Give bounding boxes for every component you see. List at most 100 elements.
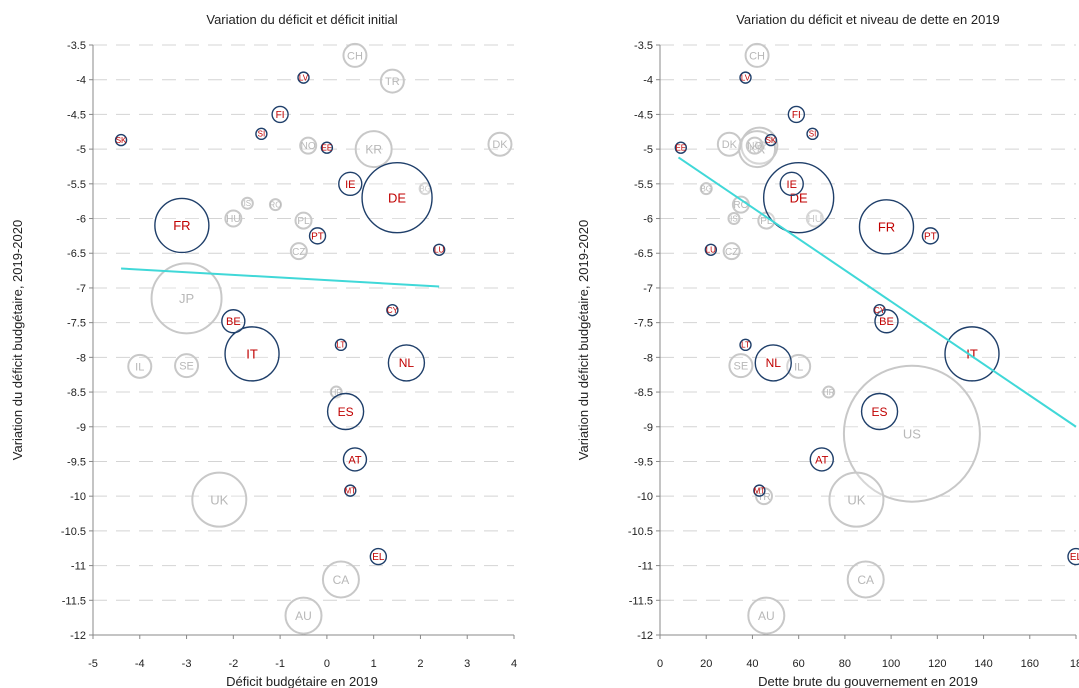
bubble-label: CA xyxy=(333,573,350,587)
bubble-pl: PL xyxy=(757,211,776,230)
bubble-sk: SK xyxy=(764,133,778,147)
bubble-circle xyxy=(842,364,981,503)
bubble-label: AT xyxy=(815,454,829,466)
bubble-circle xyxy=(739,338,752,352)
x-tick-label: 2 xyxy=(417,658,423,670)
bubble-label: IS xyxy=(730,214,738,223)
bubble-lu: LU xyxy=(704,243,718,256)
bubble-circle xyxy=(354,130,393,169)
bubble-circle xyxy=(174,353,200,379)
bubble-circle xyxy=(674,141,687,154)
bubble-at: AT xyxy=(809,447,834,472)
y-tick-label: -9 xyxy=(643,422,653,434)
bubble-hu: HU xyxy=(224,209,243,228)
bubble-circle xyxy=(240,196,254,210)
bubble-se: SE xyxy=(728,353,754,379)
bubble-label: DE xyxy=(388,190,406,205)
bubble-circle xyxy=(745,136,764,155)
y-tick-label: -5.5 xyxy=(634,179,653,191)
bubble-il: IL xyxy=(786,353,812,379)
bubble-circle xyxy=(299,136,318,155)
bubble-pt: PT xyxy=(308,227,327,245)
bubble-circle xyxy=(809,447,834,472)
y-tick-label: -4 xyxy=(643,75,653,87)
bubble-el: EL xyxy=(369,547,388,566)
bubble-circle xyxy=(858,199,915,255)
bubble-circle xyxy=(255,127,268,141)
bubble-cz: CZ xyxy=(289,242,308,261)
bubble-label: MT xyxy=(754,487,766,496)
chart-panel-1: Variation du déficit et déficit initial -… xyxy=(10,12,517,688)
y-tick-label: -11 xyxy=(71,561,86,573)
y-axis-label: Variation du déficit budgétaire, 2019-20… xyxy=(10,220,25,460)
bubble-circle xyxy=(321,560,360,599)
bubble-circle xyxy=(728,353,754,379)
bubble-au: AU xyxy=(284,596,323,635)
bubble-label: BE xyxy=(879,316,894,328)
bubble-label: EE xyxy=(322,144,333,153)
bubble-circle xyxy=(284,596,323,635)
bubble-ca: CA xyxy=(846,560,885,599)
bubble-label: PT xyxy=(311,231,324,242)
x-tick-label: 40 xyxy=(746,658,758,670)
bubble-cy: CY xyxy=(386,303,399,317)
bubble-lv: LV xyxy=(297,71,310,84)
bubble-cy: CY xyxy=(873,303,886,317)
y-tick-label: -9.5 xyxy=(67,456,86,468)
bubble-nl: NL xyxy=(387,344,426,382)
bubble-circle xyxy=(342,42,368,68)
bubble-fr: FR xyxy=(858,199,915,255)
bubble-label: TR xyxy=(757,492,770,503)
bubble-label: AU xyxy=(295,609,312,623)
bubble-label: FI xyxy=(792,110,801,121)
bubble-label: ES xyxy=(872,405,888,419)
bubble-label: UK xyxy=(210,492,228,507)
bubble-label: AT xyxy=(348,454,362,466)
y-tick-label: -8 xyxy=(643,352,653,364)
x-tick-label: 160 xyxy=(1021,658,1039,670)
x-tick-label: -5 xyxy=(88,658,98,670)
x-tick-label: 4 xyxy=(511,658,517,670)
bubble-circle xyxy=(727,212,741,226)
x-tick-label: 3 xyxy=(464,658,470,670)
bubble-label: CA xyxy=(857,573,874,587)
bubble-circle xyxy=(704,243,718,256)
bubble-es: ES xyxy=(860,392,899,431)
bubble-es: ES xyxy=(326,392,365,431)
x-tick-label: 60 xyxy=(793,658,805,670)
bubble-at: AT xyxy=(342,447,368,472)
x-tick-label: -1 xyxy=(275,658,285,670)
bubble-circle xyxy=(224,326,280,382)
bubble-circle xyxy=(361,162,433,234)
x-tick-label: 100 xyxy=(882,658,900,670)
bubble-el: EL xyxy=(1067,547,1079,566)
bubble-label: CY xyxy=(874,306,886,315)
bubble-bg: BG xyxy=(418,182,432,196)
bubble-circle xyxy=(114,133,128,147)
bubble-circle xyxy=(289,242,308,261)
bubble-is: IS xyxy=(240,196,254,210)
bubble-lt: LT xyxy=(334,338,348,352)
bubble-label: UK xyxy=(847,492,865,507)
bubble-label: IS xyxy=(244,199,252,208)
bubble-circle xyxy=(806,127,819,141)
bubble-ee: EE xyxy=(674,141,687,154)
bubble-label: KR xyxy=(365,142,382,156)
bubble-label: NL xyxy=(766,356,782,370)
bubble-circle xyxy=(747,596,786,635)
bubble-label: MT xyxy=(344,487,356,496)
bubble-label: NL xyxy=(399,356,415,370)
bubble-label: BE xyxy=(226,316,241,328)
bubble-circle xyxy=(334,338,348,352)
y-tick-label: -12 xyxy=(637,630,653,642)
y-tick-label: -9 xyxy=(76,422,86,434)
bubble-label: CH xyxy=(347,50,363,62)
bubble-hr: HR xyxy=(822,385,836,399)
bubble-circle xyxy=(150,262,223,335)
bubble-circle xyxy=(754,344,792,382)
bubble-circle xyxy=(722,242,741,261)
bubble-jp: JP xyxy=(150,262,223,335)
chart-panel-2: Variation du déficit et niveau de dette … xyxy=(576,12,1079,688)
bubble-label: TR xyxy=(385,76,400,88)
